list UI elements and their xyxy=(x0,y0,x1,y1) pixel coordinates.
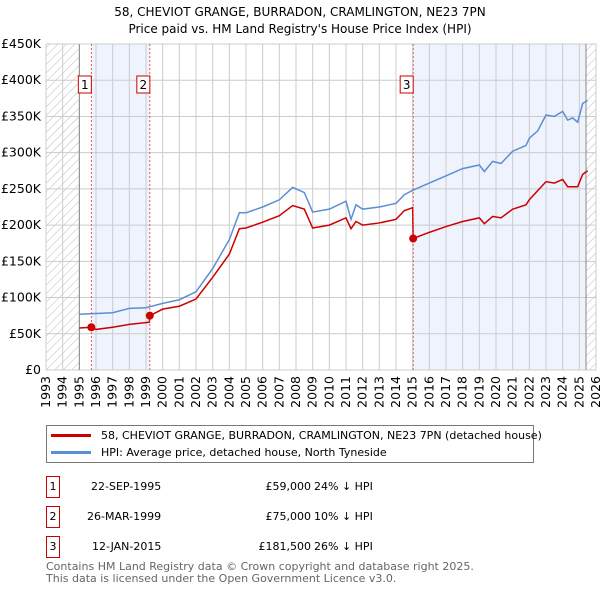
sale-price: £59,000 xyxy=(265,480,312,493)
x-tick-label: 2022 xyxy=(521,376,536,408)
x-tick-label: 2024 xyxy=(555,376,570,408)
property-price-line xyxy=(79,170,589,331)
sale-label: 3 xyxy=(403,78,411,92)
legend-item-property: 58, CHEVIOT GRANGE, BURRADON, CRAMLINGTO… xyxy=(51,429,542,442)
x-tick-label: 2013 xyxy=(371,376,386,408)
x-tick-label: 1998 xyxy=(121,376,136,408)
sale-row: 1 22-SEP-1995 £59,000 24% ↓ HPI xyxy=(46,476,446,498)
sale-date: 12-JAN-2015 xyxy=(92,540,162,553)
sale-hpi: 26% ↓ HPI xyxy=(314,540,373,553)
sale-point xyxy=(87,323,96,332)
sale-label: 2 xyxy=(140,78,148,92)
sale-hpi: 24% ↓ HPI xyxy=(314,480,373,493)
shaded-region xyxy=(91,44,150,370)
x-tick-label: 1999 xyxy=(138,376,153,408)
sale-point xyxy=(145,311,154,320)
x-tick-label: 2000 xyxy=(155,376,170,408)
sale-point xyxy=(409,234,418,243)
hpi-line xyxy=(79,99,589,315)
sale-label-box xyxy=(136,75,151,94)
sale-hpi: 10% ↓ HPI xyxy=(314,510,373,523)
x-tick-label: 2023 xyxy=(538,376,553,408)
x-tick-label: 2012 xyxy=(355,376,370,408)
x-tick-label: 1996 xyxy=(88,376,103,408)
x-tick-label: 2017 xyxy=(438,376,453,408)
x-tick-label: 2026 xyxy=(588,376,600,408)
chart-svg: 58, CHEVIOT GRANGE, BURRADON, CRAMLINGTO… xyxy=(1,5,600,408)
x-tick-label: 2006 xyxy=(255,376,270,408)
y-tick-label: £100K xyxy=(1,290,42,305)
y-tick-label: £400K xyxy=(1,72,42,87)
x-tick-label: 1993 xyxy=(38,376,53,408)
x-tick-label: 2021 xyxy=(505,376,520,408)
x-tick-label: 2019 xyxy=(471,376,486,408)
legend: 58, CHEVIOT GRANGE, BURRADON, CRAMLINGTO… xyxy=(46,425,542,463)
shaded-region xyxy=(413,44,586,370)
sale-date: 22-SEP-1995 xyxy=(91,480,162,493)
y-tick-label: £300K xyxy=(1,145,42,160)
y-tick-label: £350K xyxy=(1,108,42,123)
x-tick-label: 2007 xyxy=(271,376,286,408)
x-tick-label: 2004 xyxy=(221,376,236,408)
chart-subtitle: Price paid vs. HM Land Registry's House … xyxy=(128,22,471,36)
sale-marker-label: 3 xyxy=(46,536,60,558)
sale-label: 1 xyxy=(81,78,89,92)
y-tick-label: £150K xyxy=(1,253,42,268)
chart-title: 58, CHEVIOT GRANGE, BURRADON, CRAMLINGTO… xyxy=(114,5,486,19)
y-tick-label: £200K xyxy=(1,217,42,232)
x-tick-label: 1995 xyxy=(71,376,86,408)
x-tick-label: 2008 xyxy=(288,376,303,408)
y-tick-label: £450K xyxy=(1,36,42,51)
hatched-region xyxy=(586,44,596,370)
x-tick-label: 2011 xyxy=(338,376,353,408)
x-tick-label: 2014 xyxy=(388,376,403,408)
x-tick-label: 2018 xyxy=(455,376,470,408)
x-tick-label: 1994 xyxy=(55,376,70,408)
x-tick-label: 2010 xyxy=(321,376,336,408)
footer-licence: This data is licensed under the Open Gov… xyxy=(46,571,397,585)
x-tick-label: 2009 xyxy=(305,376,320,408)
sale-price: £75,000 xyxy=(265,510,312,523)
sale-marker-label: 1 xyxy=(46,476,60,498)
x-tick-label: 2002 xyxy=(188,376,203,408)
x-tick-label: 2003 xyxy=(205,376,220,408)
x-tick-label: 2015 xyxy=(405,376,420,408)
x-tick-label: 2020 xyxy=(488,376,503,408)
x-tick-label: 2005 xyxy=(238,376,253,408)
legend-swatch-blue xyxy=(51,451,91,454)
sale-price: £181,500 xyxy=(258,540,312,553)
sale-marker-label: 2 xyxy=(46,506,60,528)
sale-row: 2 26-MAR-1999 £75,000 10% ↓ HPI xyxy=(46,506,446,528)
y-tick-label: £50K xyxy=(9,326,42,341)
legend-label: HPI: Average price, detached house, Nort… xyxy=(101,446,387,459)
sale-label-box xyxy=(399,75,414,94)
x-tick-label: 1997 xyxy=(105,376,120,408)
footer-copyright: Contains HM Land Registry data © Crown c… xyxy=(46,560,474,573)
x-tick-label: 2025 xyxy=(571,376,586,408)
x-tick-label: 2001 xyxy=(171,376,186,408)
footer: Contains HM Land Registry data © Crown c… xyxy=(46,561,474,584)
legend-label: 58, CHEVIOT GRANGE, BURRADON, CRAMLINGTO… xyxy=(101,429,542,442)
legend-item-hpi: HPI: Average price, detached house, Nort… xyxy=(51,446,387,459)
sale-label-box xyxy=(77,75,92,94)
sale-row: 3 12-JAN-2015 £181,500 26% ↓ HPI xyxy=(46,536,446,558)
legend-swatch-red xyxy=(51,434,91,437)
y-tick-label: £0 xyxy=(25,362,41,377)
x-tick-label: 2016 xyxy=(421,376,436,408)
y-tick-label: £250K xyxy=(1,181,42,196)
sale-date: 26-MAR-1999 xyxy=(87,510,162,523)
